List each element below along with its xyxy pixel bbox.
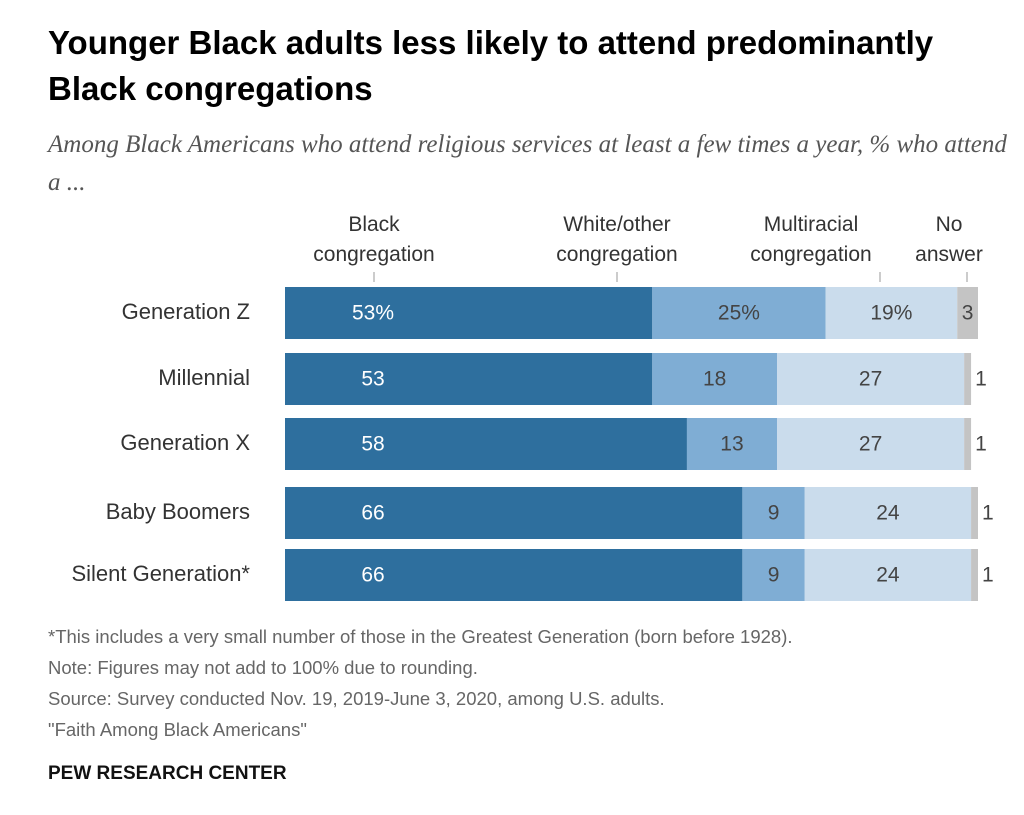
legend-header: Multiracial congregation — [750, 213, 872, 266]
value-label: 9 — [768, 502, 780, 525]
value-label: 13 — [720, 433, 743, 456]
bar-segment — [652, 287, 826, 339]
value-label: 18 — [703, 368, 726, 391]
bar-segment — [971, 487, 978, 539]
value-label: 53% — [352, 302, 394, 325]
bar-segment — [285, 487, 743, 539]
report-title: "Faith Among Black Americans" — [48, 719, 307, 740]
bar-segment — [957, 287, 978, 339]
legend-header: White/other congregation — [556, 213, 678, 266]
bar-segment — [285, 287, 653, 339]
chart-title: Younger Black adults less likely to atte… — [48, 24, 934, 107]
bar-segment — [742, 549, 805, 601]
category-label: Millennial — [158, 365, 250, 390]
category-label: Silent Generation* — [71, 561, 250, 586]
bar-segment — [777, 418, 965, 470]
value-label: 9 — [768, 564, 780, 587]
value-label: 27 — [859, 433, 882, 456]
bar-segment — [742, 487, 805, 539]
value-label: 1 — [975, 433, 987, 456]
value-label: 66 — [361, 564, 384, 587]
value-label: 1 — [975, 368, 987, 391]
value-label: 1 — [982, 502, 994, 525]
bar-segment — [285, 418, 687, 470]
value-label: 66 — [361, 502, 384, 525]
footnote: *This includes a very small number of th… — [48, 626, 793, 647]
legend-header: Black congregation — [313, 213, 435, 266]
bar-segment — [285, 549, 743, 601]
note: Note: Figures may not add to 100% due to… — [48, 657, 478, 678]
credit: PEW RESEARCH CENTER — [48, 763, 287, 784]
bar-segment — [777, 353, 965, 405]
value-label: 25% — [718, 302, 760, 325]
value-label: 58 — [361, 433, 384, 456]
category-label: Generation Z — [122, 299, 250, 324]
bar-segment — [285, 353, 653, 405]
value-label: 24 — [876, 564, 900, 587]
bar-segment — [825, 287, 958, 339]
value-label: 53 — [361, 368, 384, 391]
bar-segment — [804, 487, 972, 539]
legend-header: No answer — [915, 213, 983, 266]
bar-segment — [964, 353, 972, 405]
source: Source: Survey conducted Nov. 19, 2019-J… — [48, 688, 665, 709]
bar-segment — [652, 353, 778, 405]
value-label: 24 — [876, 502, 900, 525]
bar-segment — [971, 549, 978, 601]
value-label: 1 — [982, 564, 994, 587]
value-label: 19% — [870, 302, 912, 325]
bar-segment — [804, 549, 972, 601]
category-label: Baby Boomers — [106, 499, 250, 524]
value-label: 3 — [962, 302, 974, 325]
value-label: 27 — [859, 368, 882, 391]
bar-segment — [964, 418, 972, 470]
category-label: Generation X — [120, 430, 250, 455]
bar-segment — [686, 418, 778, 470]
chart-subtitle: Among Black Americans who attend religio… — [48, 131, 1007, 196]
